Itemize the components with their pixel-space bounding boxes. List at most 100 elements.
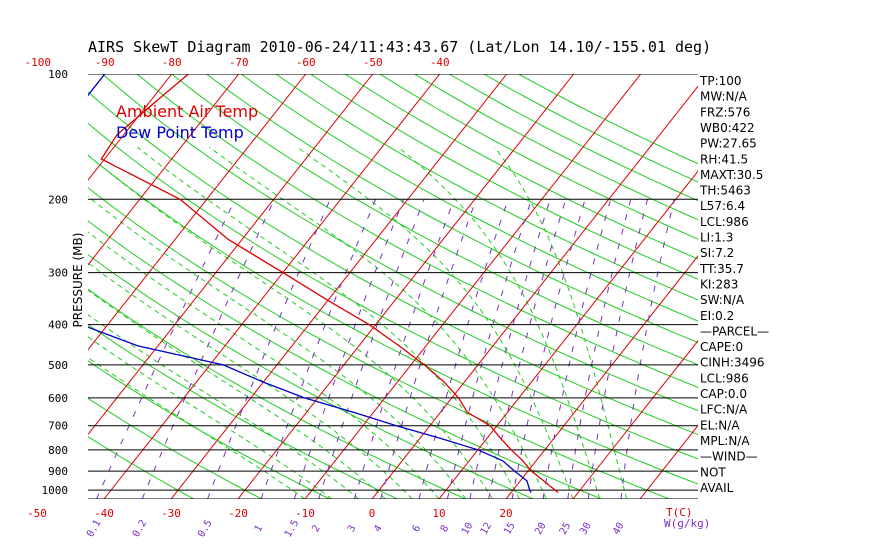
isotherm	[103, 74, 441, 499]
stability-index-label: MAXT:30.5	[700, 168, 763, 182]
dry-adiabat	[136, 74, 698, 388]
stability-index-label: MPL:N/A	[700, 434, 750, 448]
legend-entry: Ambient Air Temp	[116, 102, 258, 121]
dry-adiabat	[518, 74, 698, 165]
mixing-ratio-tick-label: 1	[253, 523, 266, 534]
stability-index-label: KI:283	[700, 277, 738, 291]
isotherm	[88, 74, 307, 351]
dry-adiabat	[310, 74, 698, 280]
stability-index-label: TT:35.7	[699, 262, 744, 276]
moist-adiabat	[137, 146, 520, 499]
chart-title: AIRS SkewT Diagram 2010-06-24/11:43:43.6…	[88, 38, 711, 56]
stability-index-label: WB0:422	[700, 121, 755, 135]
moist-adiabat	[88, 154, 494, 499]
mixing-ratio-tick-label: 25	[558, 521, 574, 537]
stability-index-label: NOT	[700, 465, 726, 479]
stability-index-label: LCL:986	[700, 215, 749, 229]
stability-index-label: LFC:N/A	[700, 403, 748, 417]
pressure-tick-label: 400	[48, 319, 68, 332]
top-temp-tick-label: -90	[95, 56, 115, 69]
dry-adiabat	[102, 74, 698, 412]
x-axis-label: T(C)	[666, 506, 693, 519]
mixing-ratio-tick-label: 6	[411, 523, 424, 534]
dry-adiabat	[88, 436, 195, 499]
bottom-temp-tick-label: -40	[94, 507, 114, 520]
series-line-dew-point-temp	[88, 74, 532, 493]
moist-adiabat	[494, 146, 628, 499]
bottom-temp-tick-label: 0	[369, 507, 376, 520]
dry-adiabat	[206, 74, 698, 344]
dry-adiabat	[448, 74, 698, 202]
isotherm	[505, 255, 698, 499]
pressure-tick-label: 900	[48, 465, 68, 478]
stability-index-label: CAPE:0	[700, 340, 743, 354]
top-temp-tick-label: -80	[162, 56, 182, 69]
stability-index-label: SW:N/A	[700, 293, 745, 307]
mixing-ratio-line	[353, 199, 455, 499]
bottom-temp-tick-label: -50	[27, 507, 47, 520]
moist-adiabat	[88, 357, 306, 499]
stability-index-label: TP:100	[699, 74, 742, 88]
stability-index-label: EI:0.2	[700, 309, 734, 323]
pressure-tick-label: 500	[48, 359, 68, 372]
mixing-ratio-tick-label: 1.5	[283, 518, 302, 539]
stability-index-label: PW:27.65	[700, 137, 757, 151]
mixing-ratio-line	[293, 199, 405, 499]
pressure-tick-label: 300	[48, 267, 68, 280]
dry-adiabat	[88, 154, 698, 485]
dry-adiabat	[88, 220, 602, 499]
dry-adiabat	[88, 288, 466, 499]
mixing-ratio-line	[318, 199, 425, 499]
bottom-temp-tick-label: -20	[228, 507, 248, 520]
top-temp-tick-label: -40	[430, 56, 450, 69]
stability-index-label: CINH:3496	[700, 356, 765, 370]
dry-adiabat	[275, 74, 698, 301]
dry-adiabat	[88, 91, 698, 436]
isotherm	[572, 339, 698, 499]
top-temp-tick-label: -70	[229, 56, 249, 69]
mixing-ratio-line	[380, 199, 477, 499]
stability-index-label: CAP:0.0	[700, 387, 747, 401]
stability-index-label: AVAIL	[700, 481, 734, 495]
mixing-ratio-line	[207, 199, 331, 499]
dry-adiabat	[171, 74, 698, 366]
stability-index-label: L57:6.4	[700, 199, 745, 213]
isotherm	[438, 170, 698, 499]
stability-index-label: —PARCEL—	[700, 324, 769, 338]
isotherm	[88, 74, 374, 436]
mixing-ratio-line	[96, 199, 236, 499]
mixing-ratio-tick-label: 10	[460, 521, 476, 537]
mixing-ratio-line	[141, 199, 275, 499]
legend-entry: Dew Point Temp	[116, 123, 244, 142]
dry-adiabat	[88, 122, 698, 460]
top-temp-tick-label: -60	[296, 56, 316, 69]
pressure-tick-label: 200	[48, 193, 68, 206]
pressure-tick-label: 1000	[42, 484, 69, 497]
mixing-ratio-tick-label: 0.5	[196, 518, 215, 539]
stability-index-label: LI:1.3	[700, 231, 733, 245]
top-temp-tick-label: -100	[25, 56, 52, 69]
mixing-ratio-tick-label: 12	[479, 521, 495, 537]
mixing-ratio-line	[418, 199, 509, 499]
dry-adiabat	[88, 397, 263, 499]
mixing-ratio-tick-label: 0.1	[85, 518, 104, 539]
dry-adiabat	[240, 74, 698, 322]
mixing-ratio-line	[446, 199, 532, 499]
stability-index-label: MW:N/A	[700, 90, 748, 104]
dry-adiabat	[88, 187, 670, 499]
mixing-ratio-tick-label: 40	[611, 521, 627, 537]
isotherm	[88, 74, 106, 97]
y-axis-label: PRESSURE (MB)	[71, 233, 85, 328]
pressure-tick-label: 100	[48, 68, 68, 81]
isotherm	[639, 424, 698, 499]
bottom-temp-tick-label: -10	[295, 507, 315, 520]
isotherm	[237, 74, 575, 499]
isotherm	[304, 74, 642, 499]
isotherm	[88, 74, 173, 181]
mixing-ratio-line	[542, 199, 612, 499]
mixing-ratio-tick-label: 3	[346, 523, 359, 534]
bottom-temp-tick-label: -30	[161, 507, 181, 520]
series-line-ambient-air-temp	[100, 74, 559, 494]
mixing-ratio-tick-label: 4	[372, 523, 385, 534]
